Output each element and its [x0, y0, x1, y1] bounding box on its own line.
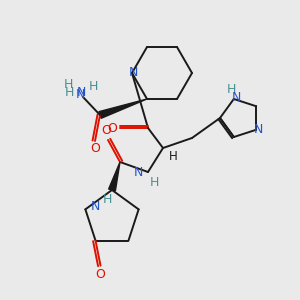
Text: H: H — [169, 149, 177, 163]
Text: H: H — [103, 193, 112, 206]
Text: O: O — [101, 124, 111, 137]
Text: N: N — [91, 200, 100, 213]
Text: N: N — [76, 85, 86, 98]
Text: N: N — [75, 88, 85, 101]
Polygon shape — [109, 162, 120, 191]
Text: H: H — [64, 85, 74, 98]
Text: H: H — [227, 83, 236, 97]
Text: H: H — [88, 80, 98, 94]
Text: H: H — [149, 176, 159, 188]
Polygon shape — [99, 99, 147, 118]
Text: N: N — [232, 92, 242, 104]
Text: N: N — [133, 166, 143, 178]
Text: N: N — [254, 123, 263, 136]
Text: O: O — [90, 142, 100, 155]
Text: N: N — [128, 67, 138, 80]
Text: O: O — [96, 268, 106, 281]
Text: H: H — [63, 79, 73, 92]
Text: O: O — [107, 122, 117, 134]
